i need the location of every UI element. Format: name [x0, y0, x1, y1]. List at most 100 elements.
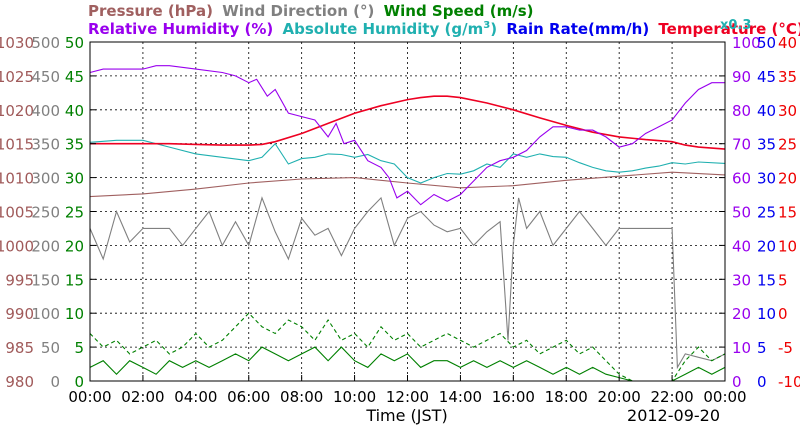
tick-label-relative-humidity: 80	[732, 102, 751, 120]
series-wind-speed-gust	[89, 312, 726, 382]
legend-temperature: Temperature (°C)	[658, 20, 800, 38]
tick-label-rain-rate: 25	[757, 204, 776, 222]
tick-label-pressure: 995	[5, 271, 34, 289]
series-pressure	[89, 171, 726, 198]
legend-wind-speed: Wind Speed (m/s)	[383, 2, 534, 20]
tick-label-wind-speed: 50	[65, 34, 84, 52]
series-temperature	[90, 95, 726, 150]
series-group	[89, 65, 726, 382]
tick-label-x: 06:00	[227, 388, 270, 406]
tick-label-wind-speed: 35	[65, 136, 84, 154]
tick-label-relative-humidity: 30	[732, 271, 751, 289]
tick-label-temperature: 40	[778, 34, 797, 52]
tick-label-relative-humidity: 100	[732, 34, 761, 52]
chart-date: 2012-09-20	[627, 406, 720, 425]
tick-label-wind-speed: 5	[74, 339, 84, 357]
tick-label-rain-rate: 5	[757, 339, 767, 357]
tick-label-x: 20:00	[598, 388, 641, 406]
tick-label-x: 12:00	[386, 388, 429, 406]
tick-label-temperature: 15	[778, 204, 797, 222]
tick-label-pressure: 1030	[0, 34, 34, 52]
tick-label-wind-direction: 200	[31, 237, 60, 255]
legend-relative-humidity: Relative Humidity (%)	[88, 20, 274, 38]
tick-label-rain-rate: 10	[757, 305, 776, 323]
legend-pressure: Pressure (hPa)	[88, 2, 213, 20]
tick-label-temperature: 10	[778, 237, 797, 255]
tick-label-wind-speed: 0	[74, 373, 84, 391]
tick-label-x: 04:00	[174, 388, 217, 406]
tick-label-rain-rate: 40	[757, 102, 776, 120]
tick-label-rain-rate: 20	[757, 237, 776, 255]
tick-label-pressure: 990	[5, 305, 34, 323]
tick-label-wind-direction: 150	[31, 271, 60, 289]
tick-label-pressure: 1020	[0, 102, 34, 120]
tick-label-x: 08:00	[280, 388, 323, 406]
tick-label-pressure: 1025	[0, 68, 34, 86]
tick-label-temperature: 25	[778, 136, 797, 154]
tick-label-wind-speed: 20	[65, 237, 84, 255]
tick-label-temperature: 0	[778, 305, 788, 323]
tick-label-pressure: 980	[5, 373, 34, 391]
tick-label-wind-direction: 500	[31, 34, 60, 52]
tick-label-wind-direction: 400	[31, 102, 60, 120]
tick-label-x: 00:00	[703, 388, 746, 406]
series-relative-humidity	[89, 65, 725, 206]
tick-label-temperature: 20	[778, 170, 797, 188]
legend-absolute-humidity-sup: 3	[483, 20, 491, 31]
tick-label-wind-speed: 15	[65, 271, 84, 289]
tick-label-x: 10:00	[333, 388, 376, 406]
tick-label-pressure: 985	[5, 339, 34, 357]
tick-label-wind-speed: 10	[65, 305, 84, 323]
tick-label-wind-direction: 350	[31, 136, 60, 154]
legend-scale-note: x0.3	[720, 18, 752, 33]
tick-label-x: 14:00	[439, 388, 482, 406]
tick-label-wind-speed: 40	[65, 102, 84, 120]
legend-wind-direction: Wind Direction (°)	[222, 2, 375, 20]
tick-label-pressure: 1010	[0, 170, 34, 188]
tick-label-temperature: -5	[778, 339, 793, 357]
tick-label-x: 18:00	[545, 388, 588, 406]
legend-absolute-humidity: Absolute Humidity (g/m3)	[283, 20, 498, 38]
tick-label-temperature: 5	[778, 271, 788, 289]
tick-label-pressure: 1005	[0, 204, 34, 222]
tick-label-relative-humidity: 60	[732, 170, 751, 188]
tick-label-temperature: -10	[778, 373, 800, 391]
tick-label-rain-rate: 45	[757, 68, 776, 86]
tick-label-x: 00:00	[68, 388, 111, 406]
axes-group: 9809859909951000100510101015102010251030…	[0, 34, 800, 406]
tick-label-wind-direction: 0	[50, 373, 60, 391]
tick-label-wind-direction: 450	[31, 68, 60, 86]
grid	[90, 42, 725, 381]
tick-label-relative-humidity: 90	[732, 68, 751, 86]
tick-label-relative-humidity: 70	[732, 136, 751, 154]
tick-label-pressure: 1015	[0, 136, 34, 154]
legend-row-1: Pressure (hPa) Wind Direction (°) Wind S…	[88, 2, 534, 20]
tick-label-rain-rate: 0	[757, 373, 767, 391]
tick-label-rain-rate: 30	[757, 170, 776, 188]
tick-label-wind-speed: 45	[65, 68, 84, 86]
tick-label-wind-direction: 100	[31, 305, 60, 323]
legend-absolute-humidity-close: )	[490, 20, 498, 38]
tick-label-wind-speed: 25	[65, 204, 84, 222]
tick-label-wind-direction: 300	[31, 170, 60, 188]
tick-label-rain-rate: 15	[757, 271, 776, 289]
tick-label-rain-rate: 50	[757, 34, 776, 52]
tick-label-relative-humidity: 20	[732, 305, 751, 323]
tick-label-x: 22:00	[650, 388, 693, 406]
tick-label-x: 16:00	[492, 388, 535, 406]
tick-label-relative-humidity: 0	[732, 373, 742, 391]
legend-absolute-humidity-text: Absolute Humidity (g/m	[282, 20, 484, 38]
tick-label-wind-direction: 50	[41, 339, 60, 357]
tick-label-relative-humidity: 40	[732, 237, 751, 255]
tick-label-rain-rate: 35	[757, 136, 776, 154]
tick-label-temperature: 30	[778, 102, 797, 120]
tick-label-relative-humidity: 50	[732, 204, 751, 222]
tick-label-pressure: 1000	[0, 237, 34, 255]
series-wind-direction	[89, 196, 726, 370]
tick-label-x: 02:00	[121, 388, 164, 406]
tick-label-wind-direction: 250	[31, 204, 60, 222]
tick-label-relative-humidity: 10	[732, 339, 751, 357]
tick-label-wind-speed: 30	[65, 170, 84, 188]
legend-rain-rate: Rain Rate(mm/h)	[506, 20, 650, 38]
